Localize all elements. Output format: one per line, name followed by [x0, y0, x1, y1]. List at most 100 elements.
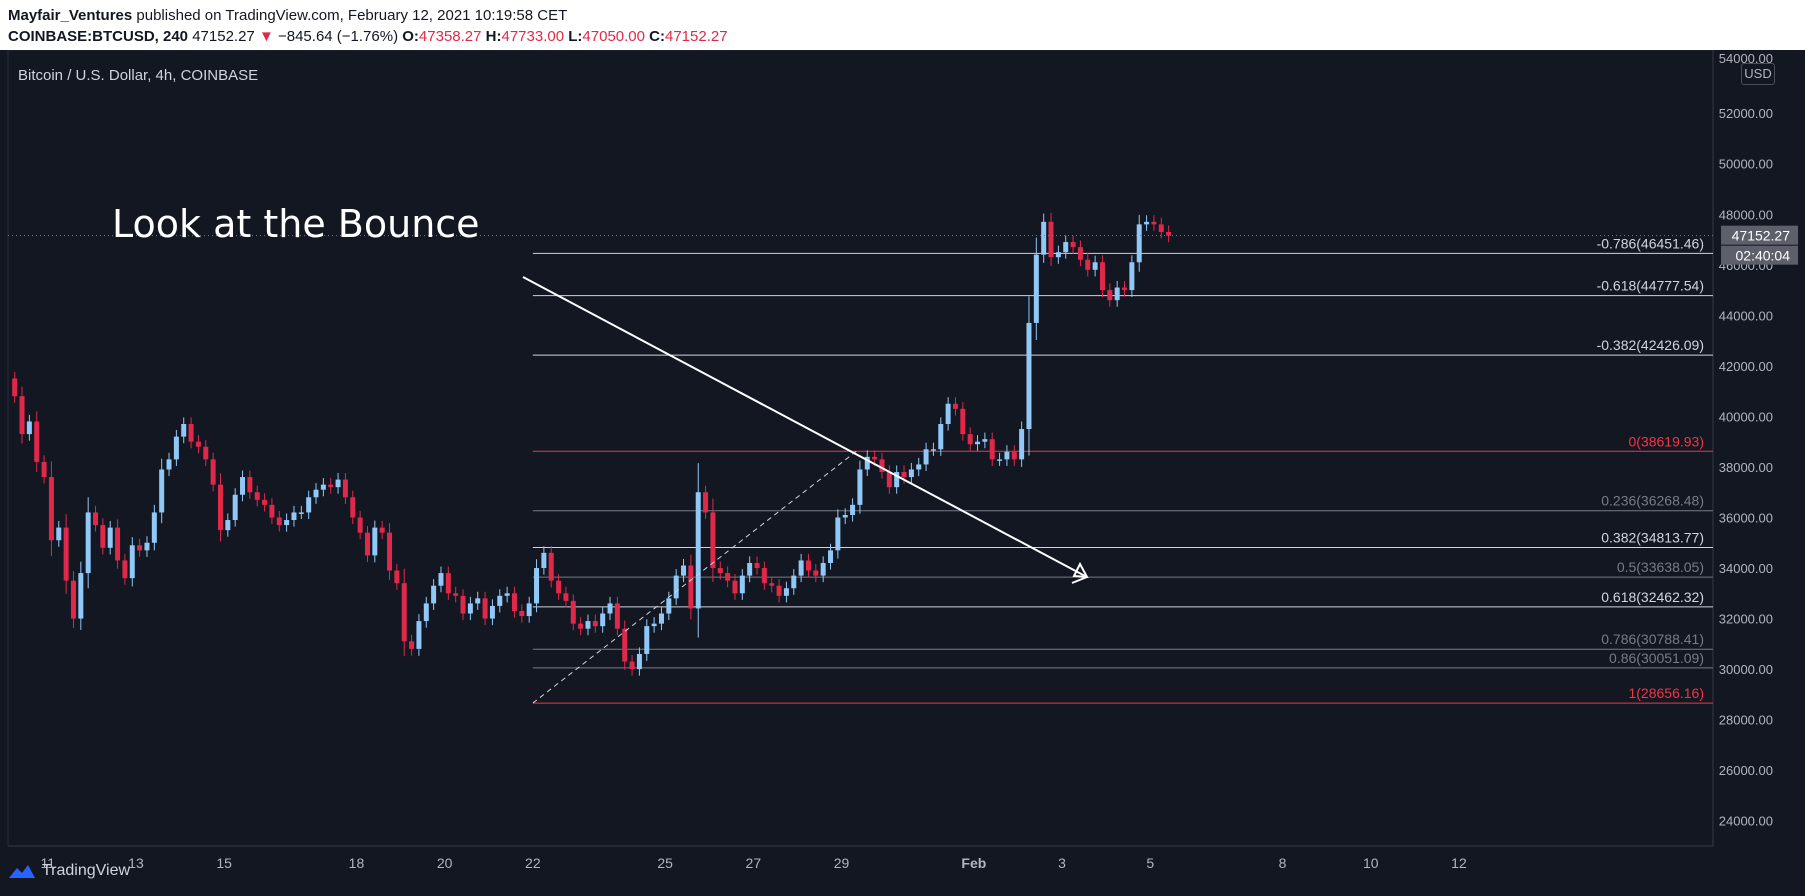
candle-body[interactable]	[1129, 262, 1135, 291]
candle-body[interactable]	[967, 434, 973, 445]
tradingview-brand[interactable]: TradingView	[8, 862, 130, 880]
candle-body[interactable]	[1136, 224, 1142, 263]
candle-body[interactable]	[1158, 224, 1164, 232]
candle-body[interactable]	[438, 573, 444, 586]
candle-body[interactable]	[739, 575, 745, 594]
candle-body[interactable]	[144, 542, 150, 551]
candle-body[interactable]	[732, 580, 738, 594]
candle-body[interactable]	[100, 525, 106, 548]
candle-body[interactable]	[217, 484, 223, 531]
candle-body[interactable]	[923, 449, 929, 465]
price-chart[interactable]: -0.786(46451.46) -0.618(44777.54) -0.382(4…	[0, 50, 1805, 896]
candle-body[interactable]	[1092, 262, 1098, 270]
candle-body[interactable]	[916, 464, 922, 470]
candle-body[interactable]	[710, 512, 716, 569]
candle-body[interactable]	[820, 562, 826, 576]
candle-body[interactable]	[1077, 247, 1083, 260]
candle-body[interactable]	[563, 593, 569, 601]
candle-body[interactable]	[409, 641, 415, 649]
candle-body[interactable]	[945, 403, 951, 424]
candle-body[interactable]	[703, 492, 709, 513]
candle-body[interactable]	[12, 378, 18, 397]
candle-body[interactable]	[894, 472, 900, 488]
candle-body[interactable]	[173, 436, 179, 460]
candle-body[interactable]	[34, 421, 40, 462]
candle-body[interactable]	[585, 621, 591, 629]
publisher-name[interactable]: Mayfair_Ventures	[8, 7, 133, 24]
candle-body[interactable]	[482, 598, 488, 619]
candle-body[interactable]	[159, 469, 165, 513]
candle-body[interactable]	[1048, 221, 1054, 258]
candle-body[interactable]	[776, 585, 782, 596]
candle-body[interactable]	[489, 605, 495, 619]
candle-body[interactable]	[453, 593, 459, 596]
candle-body[interactable]	[1063, 242, 1069, 253]
candle-body[interactable]	[225, 520, 231, 531]
candle-body[interactable]	[783, 588, 789, 596]
candle-body[interactable]	[115, 527, 121, 561]
candle-body[interactable]	[41, 461, 47, 478]
candle-body[interactable]	[798, 560, 804, 576]
candle-body[interactable]	[842, 514, 848, 518]
candle-body[interactable]	[70, 580, 76, 619]
candle-body[interactable]	[1166, 231, 1172, 236]
candle-body[interactable]	[475, 598, 481, 604]
candle-series[interactable]	[12, 212, 1172, 676]
candle-body[interactable]	[879, 459, 885, 473]
candle-body[interactable]	[975, 441, 981, 445]
candle-body[interactable]	[1122, 287, 1128, 291]
candle-body[interactable]	[658, 613, 664, 624]
candle-body[interactable]	[401, 583, 407, 642]
candle-body[interactable]	[681, 565, 687, 576]
candle-body[interactable]	[717, 568, 723, 574]
candle-body[interactable]	[394, 570, 400, 584]
candle-body[interactable]	[1107, 290, 1113, 301]
candle-body[interactable]	[306, 497, 312, 513]
candle-body[interactable]	[63, 527, 69, 581]
candle-body[interactable]	[254, 492, 260, 500]
candle-body[interactable]	[423, 603, 429, 622]
candle-body[interactable]	[725, 573, 731, 581]
candle-body[interactable]	[850, 504, 856, 515]
candle-body[interactable]	[1033, 254, 1039, 323]
candle-body[interactable]	[181, 423, 187, 437]
candle-body[interactable]	[835, 517, 841, 551]
candle-body[interactable]	[872, 456, 878, 460]
candle-body[interactable]	[813, 570, 819, 576]
candle-body[interactable]	[651, 623, 657, 627]
candle-body[interactable]	[26, 421, 32, 435]
candle-body[interactable]	[313, 489, 319, 498]
candle-body[interactable]	[151, 512, 157, 543]
candle-body[interactable]	[556, 580, 562, 594]
candle-body[interactable]	[342, 479, 348, 498]
candle-body[interactable]	[93, 512, 99, 526]
candle-body[interactable]	[541, 552, 547, 569]
candle-body[interactable]	[886, 472, 892, 488]
candle-body[interactable]	[137, 545, 143, 551]
candle-body[interactable]	[519, 610, 525, 617]
candle-body[interactable]	[262, 499, 268, 505]
candle-body[interactable]	[769, 583, 775, 586]
candle-body[interactable]	[997, 459, 1003, 461]
candle-body[interactable]	[276, 517, 282, 526]
candle-body[interactable]	[48, 477, 54, 541]
candle-body[interactable]	[1026, 322, 1032, 430]
candle-body[interactable]	[445, 573, 451, 594]
candle-body[interactable]	[548, 552, 554, 581]
candle-body[interactable]	[688, 565, 694, 609]
candle-body[interactable]	[857, 469, 863, 505]
candle-body[interactable]	[629, 661, 635, 670]
candle-body[interactable]	[497, 595, 503, 606]
candle-body[interactable]	[1151, 221, 1157, 225]
candle-body[interactable]	[754, 562, 760, 569]
annotation-text[interactable]: Look at the Bounce	[112, 202, 480, 246]
candle-body[interactable]	[320, 484, 326, 490]
candle-body[interactable]	[695, 492, 701, 609]
candle-body[interactable]	[607, 603, 613, 614]
candle-body[interactable]	[791, 575, 797, 589]
drawing-layer[interactable]	[8, 235, 1713, 704]
annotation-arrow-line[interactable]	[522, 276, 1086, 577]
candle-body[interactable]	[747, 562, 753, 576]
candle-body[interactable]	[614, 603, 620, 629]
candle-body[interactable]	[908, 469, 914, 478]
